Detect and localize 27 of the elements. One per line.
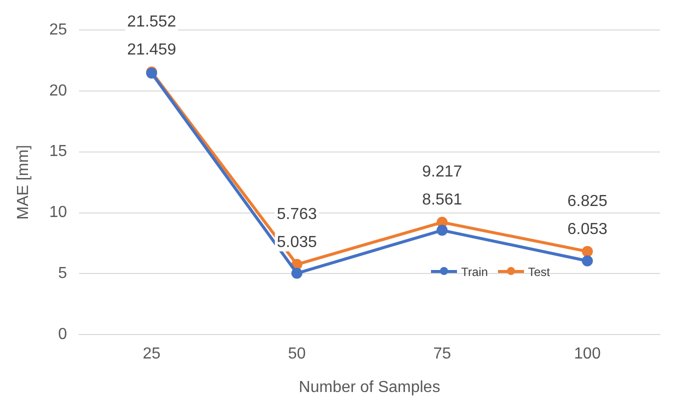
data-label: 5.035	[276, 234, 317, 251]
x-tick-label: 75	[433, 346, 452, 363]
data-label: 9.217	[422, 164, 462, 181]
y-tick-label: 25	[49, 21, 68, 38]
legend-label: Train	[461, 264, 488, 279]
data-label: 8.561	[422, 192, 462, 209]
point	[436, 216, 448, 228]
x-tick-label: 50	[288, 346, 306, 363]
data-label: 6.825	[567, 192, 608, 210]
data-label: 21.459	[127, 41, 176, 58]
legend-label: Test	[528, 264, 550, 279]
point	[582, 246, 593, 257]
point	[291, 268, 302, 279]
x-tick-label: 25	[142, 346, 161, 363]
data-label: 5.763	[276, 206, 317, 223]
point	[436, 224, 448, 236]
x-tick-label: 100	[574, 346, 601, 363]
y-tick-label: 10	[49, 204, 68, 222]
y-tick-label: 15	[49, 143, 68, 160]
y-axis-title: MAE [mm]	[15, 144, 32, 220]
y-tick-label: 0	[58, 326, 68, 344]
data-label: 21.552	[127, 13, 176, 30]
data-label: 6.053	[567, 220, 608, 238]
y-tick-label: 20	[49, 82, 68, 100]
x-axis-title: Number of Samples	[298, 378, 440, 396]
y-tick-label: 5	[58, 265, 68, 282]
point	[582, 255, 593, 266]
